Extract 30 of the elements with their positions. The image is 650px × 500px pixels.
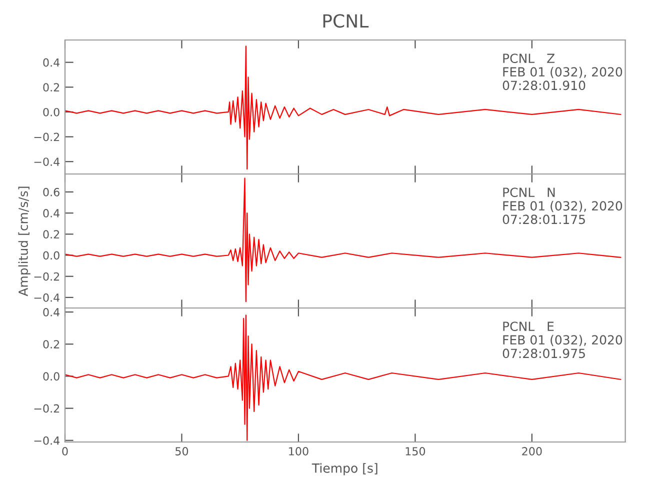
y-tick-label: −0.4: [34, 158, 60, 166]
y-tick-label: 0.4: [43, 58, 60, 67]
annotation: PCNL N FEB 01 (032), 2020 07:28:01.175: [502, 188, 622, 224]
y-tick-label: −0.2: [34, 272, 60, 281]
y-tick-label: 0.4: [43, 209, 60, 218]
y-tick-label: 0.4: [43, 308, 60, 316]
x-tick-label: 150: [406, 447, 426, 456]
y-tick-label: −0.4: [34, 436, 60, 445]
y-tick-label: −0.4: [34, 293, 60, 302]
y-tick-label: 0.2: [43, 83, 60, 92]
y-tick-label: 0.0: [43, 108, 60, 116]
y-axis-title: Amplitud [cm/s/s]: [18, 186, 30, 296]
y-tick-label: −0.2: [34, 404, 60, 413]
line-series: [65, 314, 622, 441]
y-tick-label: 0.0: [43, 372, 60, 381]
x-tick-label: 100: [289, 447, 308, 456]
x-tick-label: 0: [62, 447, 68, 456]
x-tick-label: 200: [522, 447, 542, 456]
x-axis-title: Tiempo [s]: [312, 463, 378, 476]
y-tick-label: 0.6: [43, 188, 60, 196]
y-tick-label: −0.2: [34, 132, 60, 142]
line-series: [65, 178, 622, 302]
annotation: PCNL E FEB 01 (032), 2020 07:28:01.975: [502, 322, 622, 358]
x-tick-label: 50: [176, 447, 188, 456]
annotation: PCNL Z FEB 01 (032), 2020 07:28:01.910: [502, 54, 622, 90]
chart-title: PCNL: [323, 14, 369, 28]
line-series: [65, 46, 622, 170]
y-tick-label: 0.2: [43, 340, 60, 348]
y-tick-label: 0.0: [43, 251, 60, 260]
y-tick-label: 0.2: [43, 230, 60, 239]
